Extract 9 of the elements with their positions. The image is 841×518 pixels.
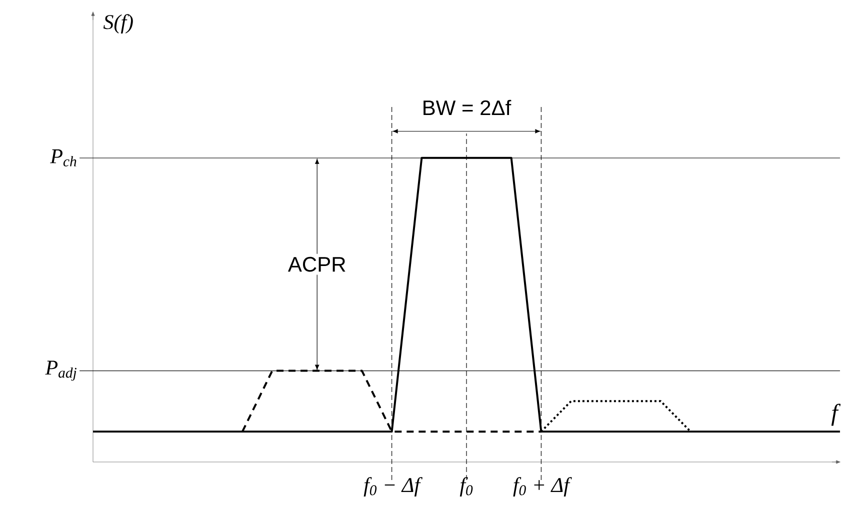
ref-line-label: P$_{ch}$ <box>50 149 76 166</box>
text: BW = 2Δf <box>424 100 512 116</box>
x-axis-title: f <box>831 404 841 426</box>
x-tick-label: f$_{0}$ <box>460 477 473 496</box>
text: S(f) <box>103 14 133 34</box>
x-tick-label: f$_{0}$ − Δf <box>364 477 422 496</box>
annotation: ACPR <box>288 256 346 272</box>
ref-line-label: P$_{adj}$ <box>45 360 76 381</box>
x-tick-label: f$_{0}$ + Δf <box>513 477 572 496</box>
